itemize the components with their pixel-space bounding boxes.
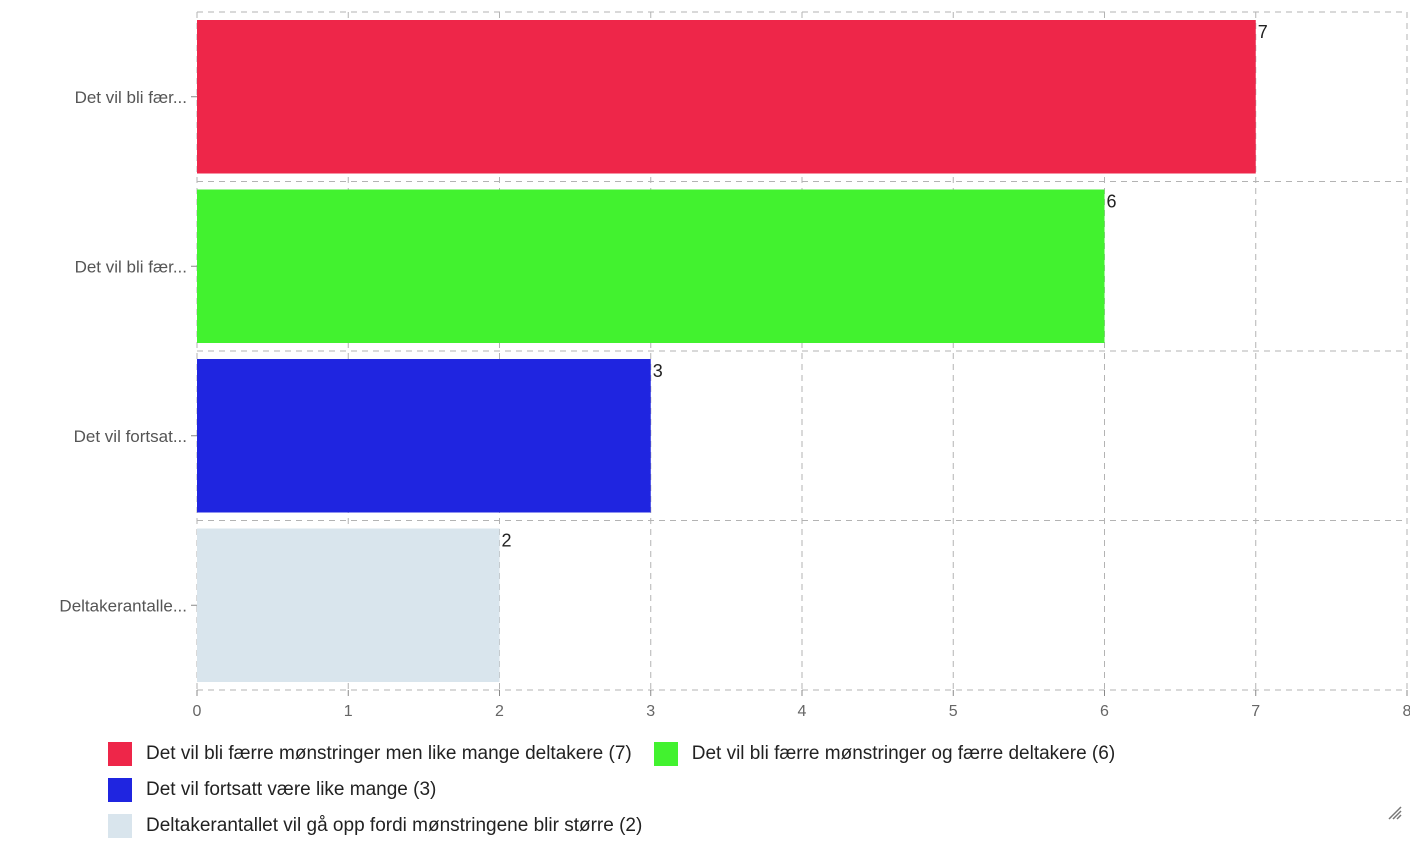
category-label: Deltakerantalle... — [59, 596, 187, 615]
legend-item[interactable]: Det vil bli færre mønstringer men like m… — [108, 742, 632, 766]
legend-swatch — [108, 778, 132, 802]
category-label: Det vil bli fær... — [75, 88, 187, 107]
x-tick-label: 4 — [798, 703, 807, 720]
value-label: 6 — [1107, 192, 1117, 212]
bar — [197, 359, 651, 513]
x-tick-label: 6 — [1100, 703, 1109, 720]
x-tick-label: 5 — [949, 703, 958, 720]
legend-label: Det vil bli færre mønstringer og færre d… — [691, 743, 1116, 764]
legend-label: Det vil fortsatt være like mange (3) — [146, 779, 437, 800]
value-label: 2 — [502, 531, 512, 551]
x-tick-label: 0 — [193, 703, 202, 720]
legend-row: Det vil bli færre mønstringer men like m… — [108, 736, 1348, 772]
axes: Det vil bli fær... Det vil bli fær... Det … — [59, 88, 1410, 720]
category-label: Det vil fortsat... — [74, 427, 187, 446]
x-tick-label: 7 — [1251, 703, 1260, 720]
legend-row: Det vil fortsatt være like mange (3) — [108, 772, 1348, 808]
value-label: 7 — [1258, 22, 1268, 42]
legend-swatch — [108, 742, 132, 766]
legend-item[interactable]: Det vil fortsatt være like mange (3) — [108, 778, 436, 802]
bar — [197, 528, 500, 682]
x-tick-label: 1 — [344, 703, 353, 720]
category-label: Det vil bli fær... — [75, 257, 187, 276]
bar — [197, 189, 1105, 343]
bar — [197, 20, 1256, 174]
x-tick-label: 3 — [646, 703, 655, 720]
legend: Det vil bli færre mønstringer men like m… — [108, 736, 1348, 844]
x-tick-label: 2 — [495, 703, 504, 720]
legend-label: Deltakerantallet vil gå opp fordi mønstr… — [146, 815, 643, 836]
bars: 7 6 3 2 — [197, 20, 1268, 682]
legend-item[interactable]: Det vil bli færre mønstringer og færre d… — [653, 742, 1116, 766]
x-tick-label: 8 — [1403, 703, 1410, 720]
legend-swatch — [108, 814, 132, 838]
legend-item[interactable]: Deltakerantallet vil gå opp fordi mønstr… — [108, 814, 642, 838]
legend-row: Deltakerantallet vil gå opp fordi mønstr… — [108, 808, 1348, 844]
legend-swatch — [653, 742, 678, 766]
value-label: 3 — [653, 361, 663, 381]
legend-label: Det vil bli færre mønstringer men like m… — [146, 743, 632, 764]
resize-grip-icon[interactable] — [1386, 804, 1402, 820]
